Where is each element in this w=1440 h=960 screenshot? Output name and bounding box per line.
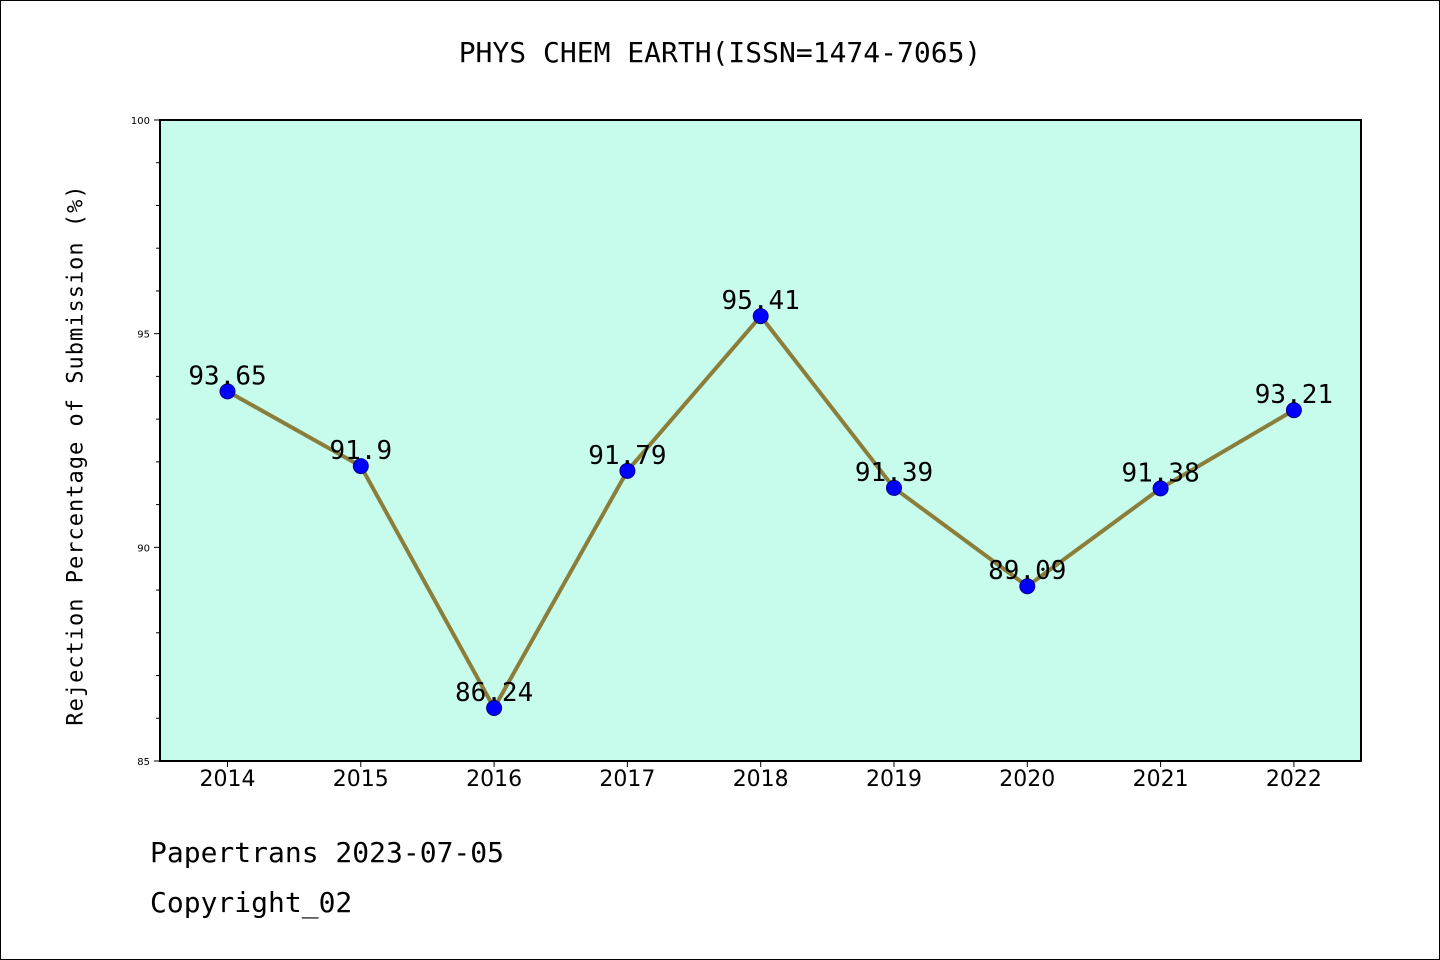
y-tick-label: 85 — [137, 757, 150, 768]
x-tick-label: 2020 — [999, 767, 1055, 792]
plot-area — [160, 120, 1361, 761]
x-tick-label: 2015 — [333, 767, 389, 792]
x-tick-label: 2014 — [200, 767, 256, 792]
y-tick-label: 90 — [137, 543, 150, 554]
data-point — [1019, 578, 1036, 595]
data-point — [352, 458, 369, 475]
x-tick-label: 2018 — [733, 767, 789, 792]
data-label: 93.65 — [188, 361, 266, 391]
data-label: 95.41 — [722, 286, 800, 316]
footer-date: Papertrans 2023-07-05 — [150, 836, 505, 869]
data-point — [1285, 402, 1302, 419]
x-tick-label: 2019 — [866, 767, 922, 792]
data-point — [619, 462, 636, 479]
data-label: 89.09 — [988, 556, 1066, 586]
data-label: 93.21 — [1255, 380, 1333, 410]
data-label: 86.24 — [455, 678, 533, 708]
x-tick-label: 2021 — [1133, 767, 1189, 792]
data-label: 91.38 — [1121, 458, 1199, 488]
data-point — [886, 479, 902, 496]
x-tick-label: 2016 — [466, 767, 522, 792]
data-label: 91.39 — [855, 458, 933, 488]
x-tick-label: 2017 — [599, 767, 655, 792]
data-point — [752, 308, 769, 325]
plot-border — [159, 119, 1362, 762]
x-tick-label: 2022 — [1266, 767, 1322, 792]
y-tick-label: 100 — [131, 116, 150, 127]
data-point — [219, 383, 236, 400]
chart-title: PHYS CHEM EARTH(ISSN=1474-7065) — [458, 36, 982, 69]
data-point — [1152, 480, 1169, 497]
y-tick-label: 95 — [137, 330, 150, 341]
data-label: 91.9 — [329, 436, 392, 466]
data-point — [486, 700, 503, 717]
footer-copyright: Copyright_02 — [150, 886, 353, 919]
data-label: 91.79 — [588, 441, 666, 471]
